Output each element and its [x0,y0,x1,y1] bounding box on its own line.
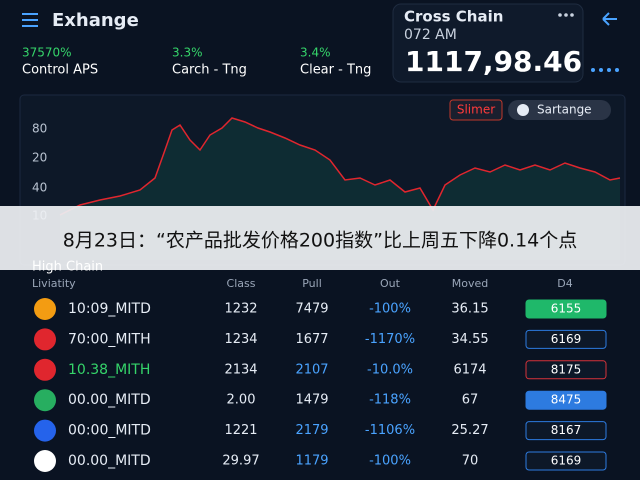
cell: 6169 [551,454,582,468]
y-tick-label: 20 [32,151,47,165]
filter-icon [517,104,529,116]
column-header: Class [227,277,256,290]
row-icon [34,389,56,412]
cell: 70 [462,454,479,469]
card-menu[interactable] [558,13,574,17]
cell: 6169 [551,332,582,346]
cell: 36.15 [451,302,488,317]
cell: 67 [462,393,479,408]
y-tick-label: 80 [32,122,47,136]
cell: 1234 [224,332,257,347]
cell: 6174 [453,362,486,377]
row-icon [34,450,56,472]
stats-row: 37570% Control APS 3.3% Carch - Tng 3.4% Clea… [22,46,371,78]
value-button[interactable] [525,329,607,349]
cell: 7479 [295,302,328,317]
cell: 1479 [295,393,328,408]
row-icon [34,419,56,442]
cell: 2.00 [227,393,256,408]
cell: 00.00_MITD [68,392,151,408]
cell: 10:09_MITD [68,301,151,317]
stat-label: Control APS [22,63,98,78]
cell: 10.38_MITH [68,362,150,378]
cell: 34.55 [451,332,488,347]
banner [0,206,640,270]
banner-text: 8月23日：“农产品批发价格200指数”比上周五下降0.14个点 [63,230,578,252]
filter-label: Slimer [457,103,495,117]
cell: -100% [369,302,411,317]
cell: -100% [369,454,411,469]
row-icon [34,298,56,320]
cell: 6155 [551,302,582,316]
back-arrow[interactable] [602,12,617,26]
price-card [392,3,584,83]
chart-line [59,117,621,216]
column-header: D4 [557,277,572,290]
column-header: Out [380,277,401,290]
table: Liviatity Class Pull Out Moved D4 10:09_MITD 12… [32,277,607,472]
filter-button[interactable] [508,100,611,120]
cell: 1179 [295,454,328,469]
value-button[interactable] [525,299,607,319]
cell: 2134 [224,362,257,377]
stat-value: 37570% [22,46,72,60]
stat-value: 3.3% [172,46,203,60]
cell: 8475 [551,393,582,407]
column-header: Liviatity [32,277,76,290]
cell: -10.0% [367,362,413,377]
cell: 1221 [224,423,257,438]
cell: -1170% [365,332,415,347]
cell: 00.00_MITD [68,453,151,469]
cell: 70:00_MITH [68,331,151,347]
column-header: Moved [452,277,488,290]
more-dots[interactable] [591,68,619,72]
cell: 1232 [224,302,257,317]
y-tick-label: 40 [32,181,47,195]
app-title: Exhange [52,10,139,31]
y-axis: 80204010 [32,122,47,223]
value-button[interactable] [525,451,607,471]
cell: 1677 [295,332,328,347]
cell: 8175 [551,362,582,376]
card-title: Cross Chain [404,8,503,26]
stat-label: Clear - Tng [300,63,371,78]
value-button[interactable] [525,421,607,441]
cell: 2179 [295,423,328,438]
table-title: High Chain [32,260,103,275]
cell: 2107 [295,362,328,377]
menu-icon[interactable] [22,13,38,27]
stat-label: Carch - Tng [172,63,247,78]
row-icon [34,358,56,381]
stat-value: 3.4% [300,46,331,60]
column-header: Pull [302,277,322,290]
value-button[interactable] [525,390,607,410]
cell: 25.27 [451,423,488,438]
value-button[interactable] [525,360,607,380]
filter-button[interactable] [449,99,503,121]
cell: 00:00_MITD [68,423,151,439]
card-value: 1117,98.46 [405,45,582,78]
row-icon [34,328,56,351]
cell: -1106% [365,423,415,438]
card-time: 072 AM [404,27,457,43]
filter-label: Sartange [537,103,592,117]
cell: 8167 [551,423,582,437]
cell: -118% [369,393,411,408]
cell: 29.97 [222,454,259,469]
